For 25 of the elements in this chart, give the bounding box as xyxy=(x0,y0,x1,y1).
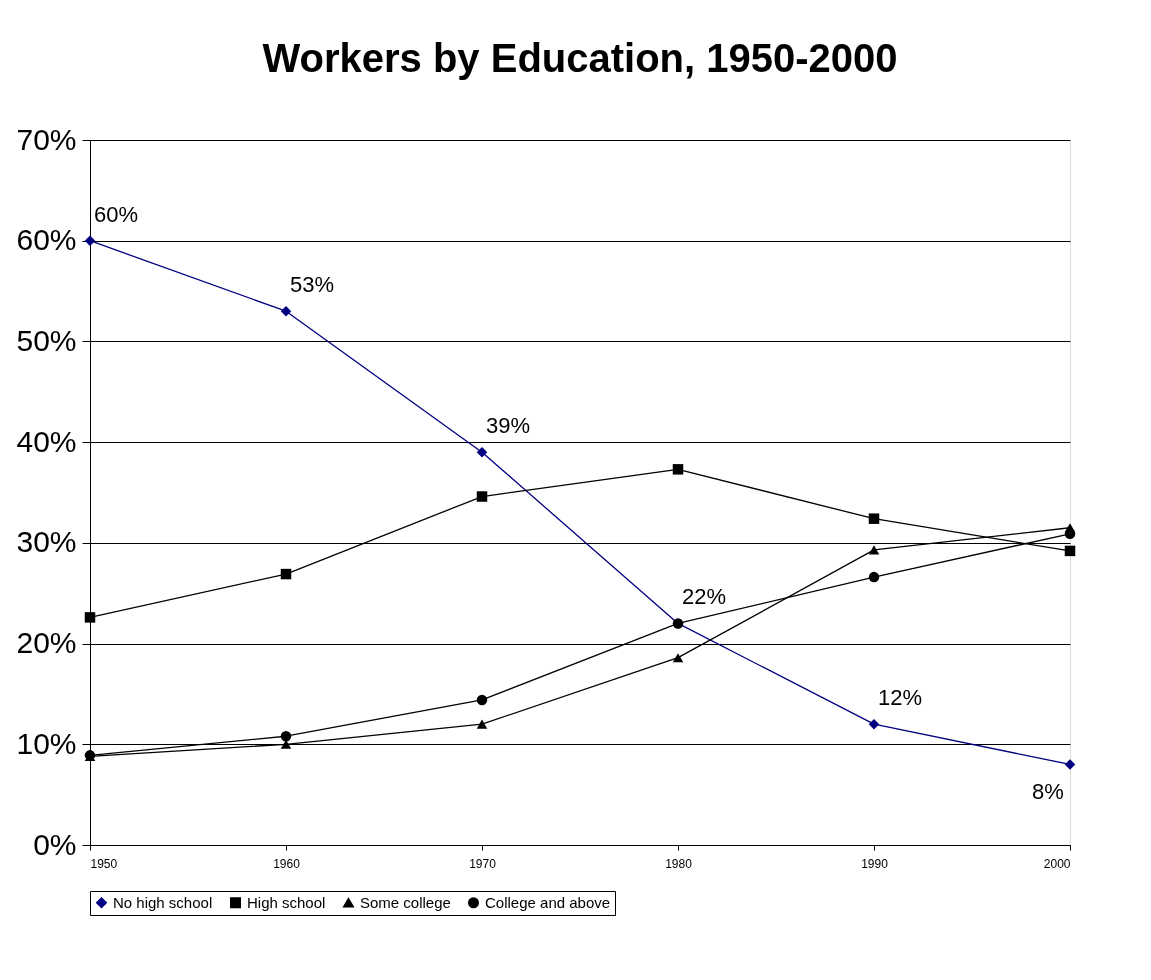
data-label: 60% xyxy=(93,201,139,227)
legend-label: College and above xyxy=(485,893,611,911)
y-tick-label: 10% xyxy=(16,726,77,760)
data-label: 12% xyxy=(877,685,923,711)
y-tick-label: 40% xyxy=(16,424,77,458)
x-tick-label: 1950 xyxy=(90,856,118,871)
y-tick-label: 0% xyxy=(33,827,77,861)
legend-label: Some college xyxy=(360,893,451,911)
x-tick-label: 1980 xyxy=(665,856,693,871)
y-tick-label: 30% xyxy=(16,525,77,559)
legend-label: High school xyxy=(247,893,326,911)
data-label: 39% xyxy=(485,413,531,439)
data-label: 8% xyxy=(1032,779,1064,805)
chart-title: Workers by Education, 1950-2000 xyxy=(262,36,898,80)
y-tick-label: 50% xyxy=(16,323,77,357)
data-label: 53% xyxy=(289,272,335,298)
y-tick-label: 60% xyxy=(16,223,77,257)
data-label: 22% xyxy=(681,584,727,610)
x-tick-label: 2000 xyxy=(1043,856,1071,871)
y-tick-label: 20% xyxy=(16,626,77,660)
x-tick-label: 1960 xyxy=(273,856,301,871)
legend-label: No high school xyxy=(113,893,213,911)
x-tick-label: 1970 xyxy=(469,856,497,871)
x-tick-label: 1990 xyxy=(861,856,889,871)
y-tick-label: 70% xyxy=(16,122,77,156)
